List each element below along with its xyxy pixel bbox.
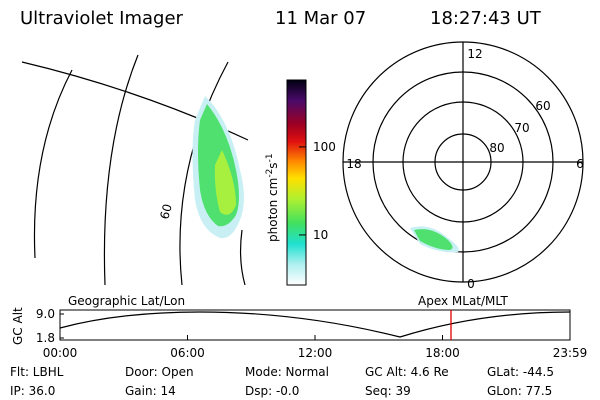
footer: Flt: LBHL Door: Open Mode: Normal GC Alt: 4… [10,365,554,398]
plot-title: Geographic Lat/Lon [68,294,185,308]
y-label: GC Alt [11,307,25,345]
x-tick-label: 23:59 [553,346,588,360]
mlt-label: 6 [576,157,584,171]
title: Ultraviolet Imager [20,8,184,29]
x-tick-label: 18:00 [425,346,460,360]
mlt-label: 0 [467,277,475,291]
status-field: Door: Open [125,365,194,379]
x-tick-label: 06:00 [170,346,205,360]
date: 11 Mar 07 [275,8,366,29]
colorbar-label: photon cm-2s-1 [265,153,280,242]
status-field: Seq: 39 [365,384,411,398]
status-field: Flt: LBHL [10,365,64,379]
status-field: IP: 36.0 [10,384,55,398]
status-field: GLat: -44.5 [487,365,554,379]
status-field: GC Alt: 4.6 Re [365,365,449,379]
geo-map: 60 [21,54,249,286]
lat-label: 70 [514,121,529,135]
x-tick-label: 12:00 [298,346,333,360]
x-tick-label: 00:00 [43,346,78,360]
colorbar-ticks: 10 100 [299,140,336,242]
y-tick-label: 9.0 [36,307,55,321]
time: 18:27:43 UT [430,8,542,29]
tick-label: 10 [313,228,328,242]
status-field: Gain: 14 [125,384,176,398]
x-ticks: 00:00 06:00 12:00 18:00 23:59 [43,335,588,360]
y-tick-label: 1.8 [36,331,55,345]
grid-label: 60 [157,202,174,220]
y-ticks: 9.0 1.8 [36,307,64,345]
polar-plot: 12 18 6 0 60 70 80 [342,41,584,291]
plot-title: Apex MLat/MLT [418,294,508,308]
mlt-label: 18 [346,157,361,171]
tick-label: 100 [313,140,336,154]
status-field: Dsp: -0.0 [245,384,299,398]
lat-label: 80 [489,141,504,155]
status-field: Mode: Normal [245,365,329,379]
lat-label: 60 [535,99,550,113]
status-field: GLon: 77.5 [487,384,552,398]
mlt-label: 12 [467,47,482,61]
altitude-plot: Geographic Lat/Lon Apex MLat/MLT GC Alt … [11,294,587,360]
colorbar [286,79,307,286]
